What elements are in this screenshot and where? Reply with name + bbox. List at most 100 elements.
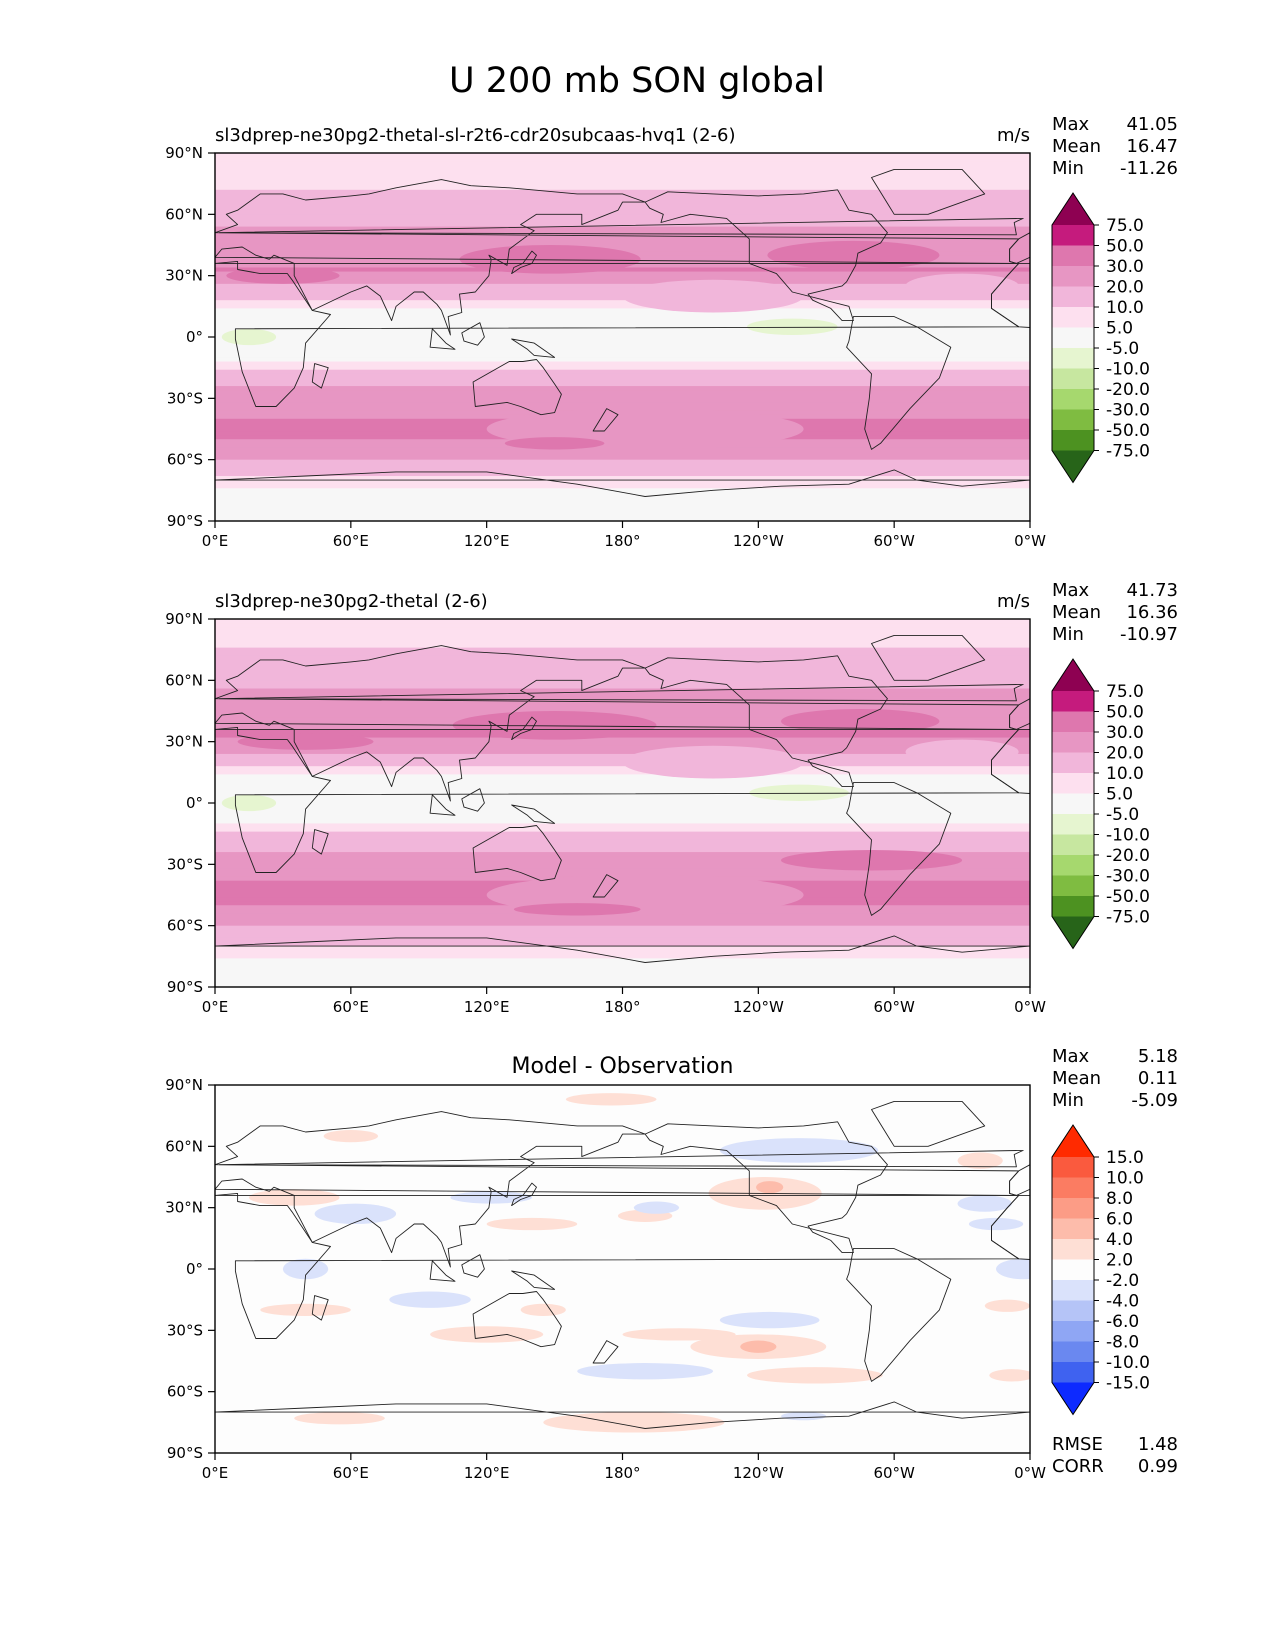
colorbar: 15.010.08.06.04.02.0-2.0-4.0-6.0-8.0-10.… (1051, 1124, 1150, 1416)
field-strip (215, 823, 1030, 829)
panel-2: 90°N 60°N 30°N 0° 30°S 60°S 90°S 0°E 60°E 120°E 18… (165, 580, 1178, 1016)
field-strip (215, 962, 1030, 968)
y-tick-label: 90°S (167, 978, 203, 996)
field-strip (215, 700, 1030, 706)
colorbar-extend-bottom (1052, 1382, 1094, 1415)
y-tick-label: 90°N (165, 610, 203, 628)
colorbar-label: -75.0 (1106, 442, 1150, 462)
colorbar-label: -2.0 (1106, 1271, 1139, 1291)
colorbar: 75.050.030.020.010.05.0-5.0-10.0-20.0-30… (1051, 192, 1150, 484)
field-feature (622, 745, 804, 779)
colorbar-extend-top (1052, 659, 1094, 691)
field-strip (215, 847, 1030, 853)
field-strip (215, 668, 1030, 673)
stat-rmse-label: RMSE (1052, 1434, 1103, 1455)
colorbar-segment (1052, 896, 1094, 917)
field-strip (215, 206, 1030, 211)
y-tick-label: 30°S (167, 389, 203, 407)
field-strip (215, 337, 1030, 342)
field-strip (215, 500, 1030, 506)
coastline (592, 1340, 619, 1364)
y-tick-label: 30°N (165, 1199, 203, 1217)
field-strip (215, 279, 1030, 285)
field-strip (215, 271, 1030, 277)
field-feature (565, 1093, 657, 1106)
field-strip (215, 917, 1030, 923)
field-feature (237, 733, 374, 750)
field-strip (215, 639, 1030, 645)
field-strip (215, 819, 1030, 825)
field-feature (968, 1217, 1024, 1231)
coastline (592, 874, 619, 898)
field-strip (215, 390, 1030, 395)
colorbar-segment (1052, 814, 1094, 835)
colorbar-segment (1052, 1321, 1094, 1342)
colorbar-segment (1052, 409, 1094, 431)
field-strip (215, 856, 1030, 861)
field-strip (215, 790, 1030, 796)
field-strip (215, 839, 1030, 845)
x-tick-label: 60°E (333, 532, 369, 550)
stat-max-value: 41.73 (1126, 580, 1178, 601)
coastline (311, 1295, 329, 1321)
field-strip (215, 954, 1030, 959)
panel-title: Model - Observation (512, 1054, 734, 1079)
field-strip (215, 328, 1030, 334)
colorbar-segment (1052, 225, 1094, 246)
coastlines (215, 1100, 1030, 1429)
y-tick-label: 60°N (165, 671, 203, 689)
colorbar-label: -5.0 (1106, 805, 1139, 825)
field-feature (756, 1181, 784, 1194)
field-strip (215, 267, 1030, 273)
field-strip (215, 214, 1030, 220)
field-strip (215, 655, 1030, 661)
coastline (472, 359, 562, 416)
field-strip (215, 373, 1030, 379)
field-strip (215, 320, 1030, 326)
stat-mean-value: 0.11 (1138, 1068, 1178, 1089)
field-strip (215, 492, 1030, 498)
coastline (429, 328, 456, 350)
colorbar-segment (1052, 1198, 1094, 1219)
field-strip (215, 165, 1030, 170)
x-tick-label: 180° (604, 998, 640, 1016)
stat-max-label: Max (1052, 1046, 1090, 1067)
colorbar-label: 50.0 (1106, 237, 1144, 257)
stat-min-value: -11.26 (1120, 158, 1178, 179)
field-feature (905, 273, 1019, 299)
field-strip (215, 283, 1030, 289)
field-feature (221, 328, 277, 346)
coastline (215, 179, 1020, 336)
field-strip (215, 185, 1030, 191)
field-strip (215, 157, 1030, 162)
y-tick-label: 30°N (165, 733, 203, 751)
field-strip (215, 365, 1030, 371)
field-strip (215, 398, 1030, 404)
field-strip (215, 508, 1030, 514)
field-strip (215, 504, 1030, 510)
field-feature (780, 850, 963, 871)
field-strip (215, 676, 1030, 681)
field-strip (215, 696, 1030, 702)
stat-max-label: Max (1052, 114, 1090, 135)
stat-max-value: 5.18 (1138, 1046, 1178, 1067)
field-strip (215, 488, 1030, 493)
field-feature (221, 794, 277, 812)
coastline (215, 1401, 1030, 1429)
field-feature (316, 774, 566, 812)
colorbar-extend-top (1052, 1125, 1094, 1157)
coastline (461, 322, 485, 346)
stat-corr-label: CORR (1052, 1456, 1104, 1477)
x-tick-label: 120°W (733, 532, 784, 550)
y-tick-label: 0° (186, 794, 203, 812)
field-strip (215, 377, 1030, 383)
x-tick-label: 120°E (464, 532, 510, 550)
field-strip (215, 177, 1030, 183)
field-layer (215, 619, 1030, 987)
field-feature (719, 1311, 820, 1329)
colorbar-segment (1052, 307, 1094, 328)
x-tick-label: 60°E (333, 1464, 369, 1482)
field-strip (215, 210, 1030, 215)
y-tick-label: 90°N (165, 1076, 203, 1094)
field-feature (957, 1195, 1012, 1212)
